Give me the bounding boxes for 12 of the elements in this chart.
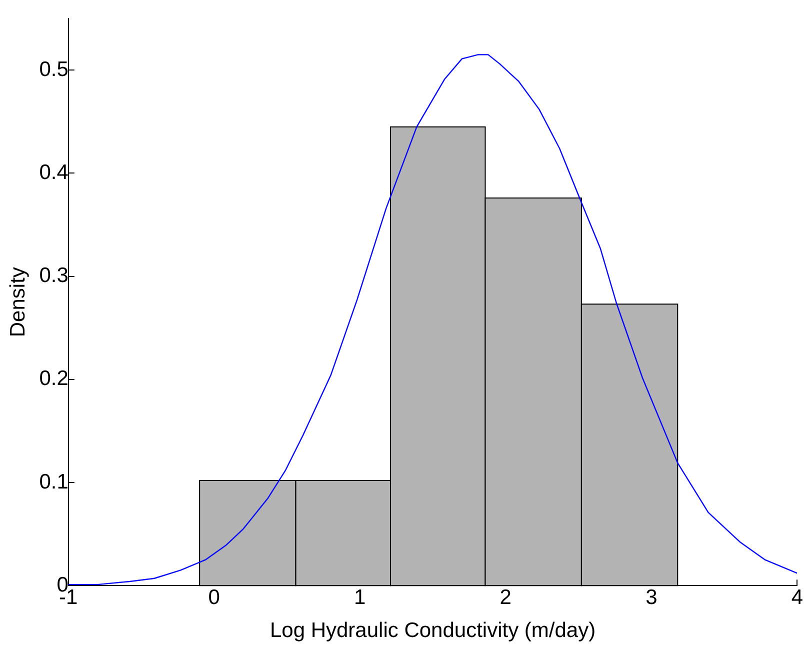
x-tick-label: 4 [791,586,804,609]
y-tick-label: 0.4 [39,161,69,184]
x-axis-title: Log Hydraulic Conductivity (m/day) [270,619,596,642]
y-axis-title: Density [6,266,30,338]
y-tick-label: 0.3 [39,264,68,288]
y-tick-label: 0.1 [39,470,68,494]
x-tick-label: 0 [208,586,220,609]
x-tick-label: 1 [354,586,366,609]
y-tick-label: 0.2 [39,367,68,390]
x-tick-label: 2 [500,586,512,609]
x-tick-label: 3 [646,586,658,609]
y-tick-label: 0.5 [39,58,68,81]
